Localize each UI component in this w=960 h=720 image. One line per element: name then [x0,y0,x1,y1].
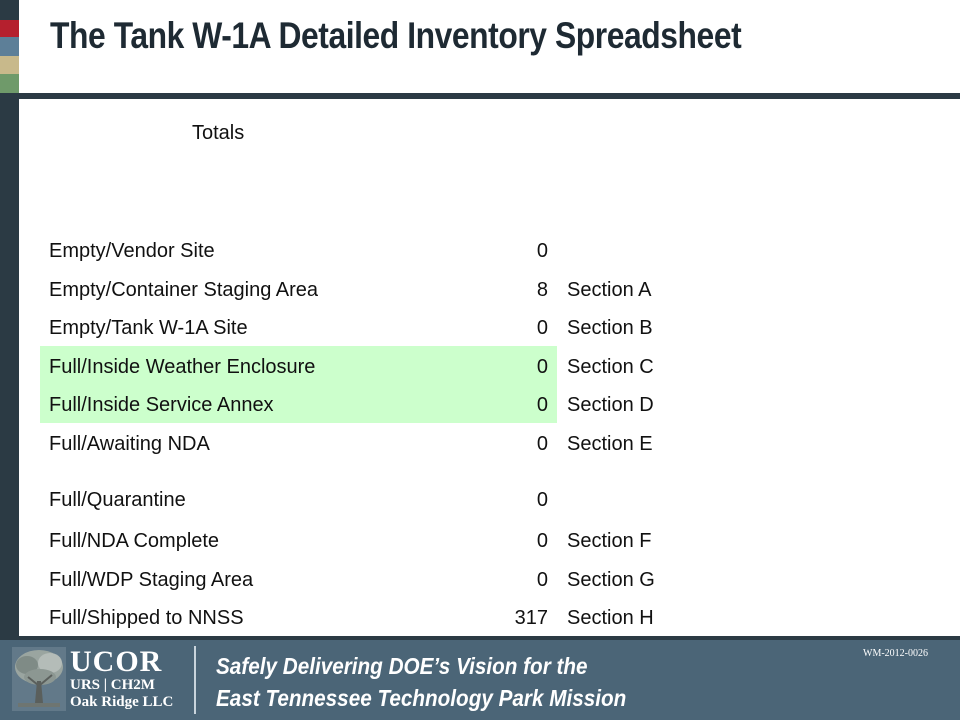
table-row: Empty/Vendor Site 0 [0,240,960,270]
row-section: Section C [567,356,654,378]
title-divider [19,93,960,99]
row-count: 0 [536,433,548,455]
tagline-line-2: East Tennessee Technology Park Mission [216,685,627,711]
row-label: Empty/Container Staging Area [49,279,319,301]
row-section: Section G [567,569,655,591]
tagline-line-1: Safely Delivering DOE’s Vision for the [216,653,588,679]
row-count: 0 [536,489,548,511]
row-section: Section E [567,433,653,455]
row-label: Empty/Tank W-1A Site [49,317,248,339]
document-number: WM-2012-0026 [863,648,928,659]
highlighted-rows-background [40,346,557,423]
row-section: Section F [567,530,652,552]
table-row: Full/Inside Weather Enclosure 0 Section … [0,356,960,386]
row-label: Empty/Vendor Site [49,240,215,262]
footer-tagline: Safely Delivering DOE’s Vision for the E… [216,650,626,714]
footer-bar [0,640,960,720]
row-section: Section H [567,607,654,629]
footer-top-line [0,636,960,640]
row-label: Full/Awaiting NDA [49,433,210,455]
totals-label: Totals [192,122,245,144]
row-label: Full/Inside Service Annex [49,394,274,416]
tree-logo-icon [12,647,66,711]
table-row: Full/Inside Service Annex 0 Section D [0,394,960,424]
left-color-strip [0,0,19,640]
row-count: 0 [536,356,548,378]
logo-name: UCOR [70,645,163,678]
row-section: Section A [567,279,652,301]
red-swatch [0,20,19,37]
row-count: 0 [536,530,548,552]
logo-partners: URS | CH2M [70,677,155,693]
ucor-logo: UCOR URS | CH2M Oak Ridge LLC [10,645,188,713]
row-label: Full/NDA Complete [49,530,220,552]
table-row: Full/Awaiting NDA 0 Section E [0,433,960,463]
row-label: Full/Inside Weather Enclosure [49,356,316,378]
row-count: 8 [536,279,548,301]
logo-text: UCOR URS | CH2M Oak Ridge LLC [70,647,173,711]
green-swatch [0,74,19,93]
tan-swatch [0,56,19,74]
table-row: Empty/Tank W-1A Site 0 Section B [0,317,960,347]
logo-company: Oak Ridge LLC [70,694,174,710]
footer-divider [194,646,196,714]
row-count: 0 [536,394,548,416]
row-count: 0 [536,317,548,339]
table-row: Full/WDP Staging Area 0 Section G [0,569,960,599]
table-row: Empty/Container Staging Area 8 Section A [0,279,960,309]
row-count: 0 [536,240,548,262]
row-label: Full/Shipped to NNSS [49,607,244,629]
table-row: Full/Shipped to NNSS 317 Section H [0,607,960,637]
slide-title: The Tank W-1A Detailed Inventory Spreads… [50,15,742,56]
row-label: Full/WDP Staging Area [49,569,254,591]
table-row: Full/NDA Complete 0 Section F [0,530,960,560]
row-count: 0 [536,569,548,591]
blue-swatch [0,37,19,56]
table-row: Full/Quarantine 0 [0,489,960,519]
row-section: Section B [567,317,653,339]
row-section: Section D [567,394,654,416]
row-count: 317 [514,607,548,629]
row-label: Full/Quarantine [49,489,186,511]
